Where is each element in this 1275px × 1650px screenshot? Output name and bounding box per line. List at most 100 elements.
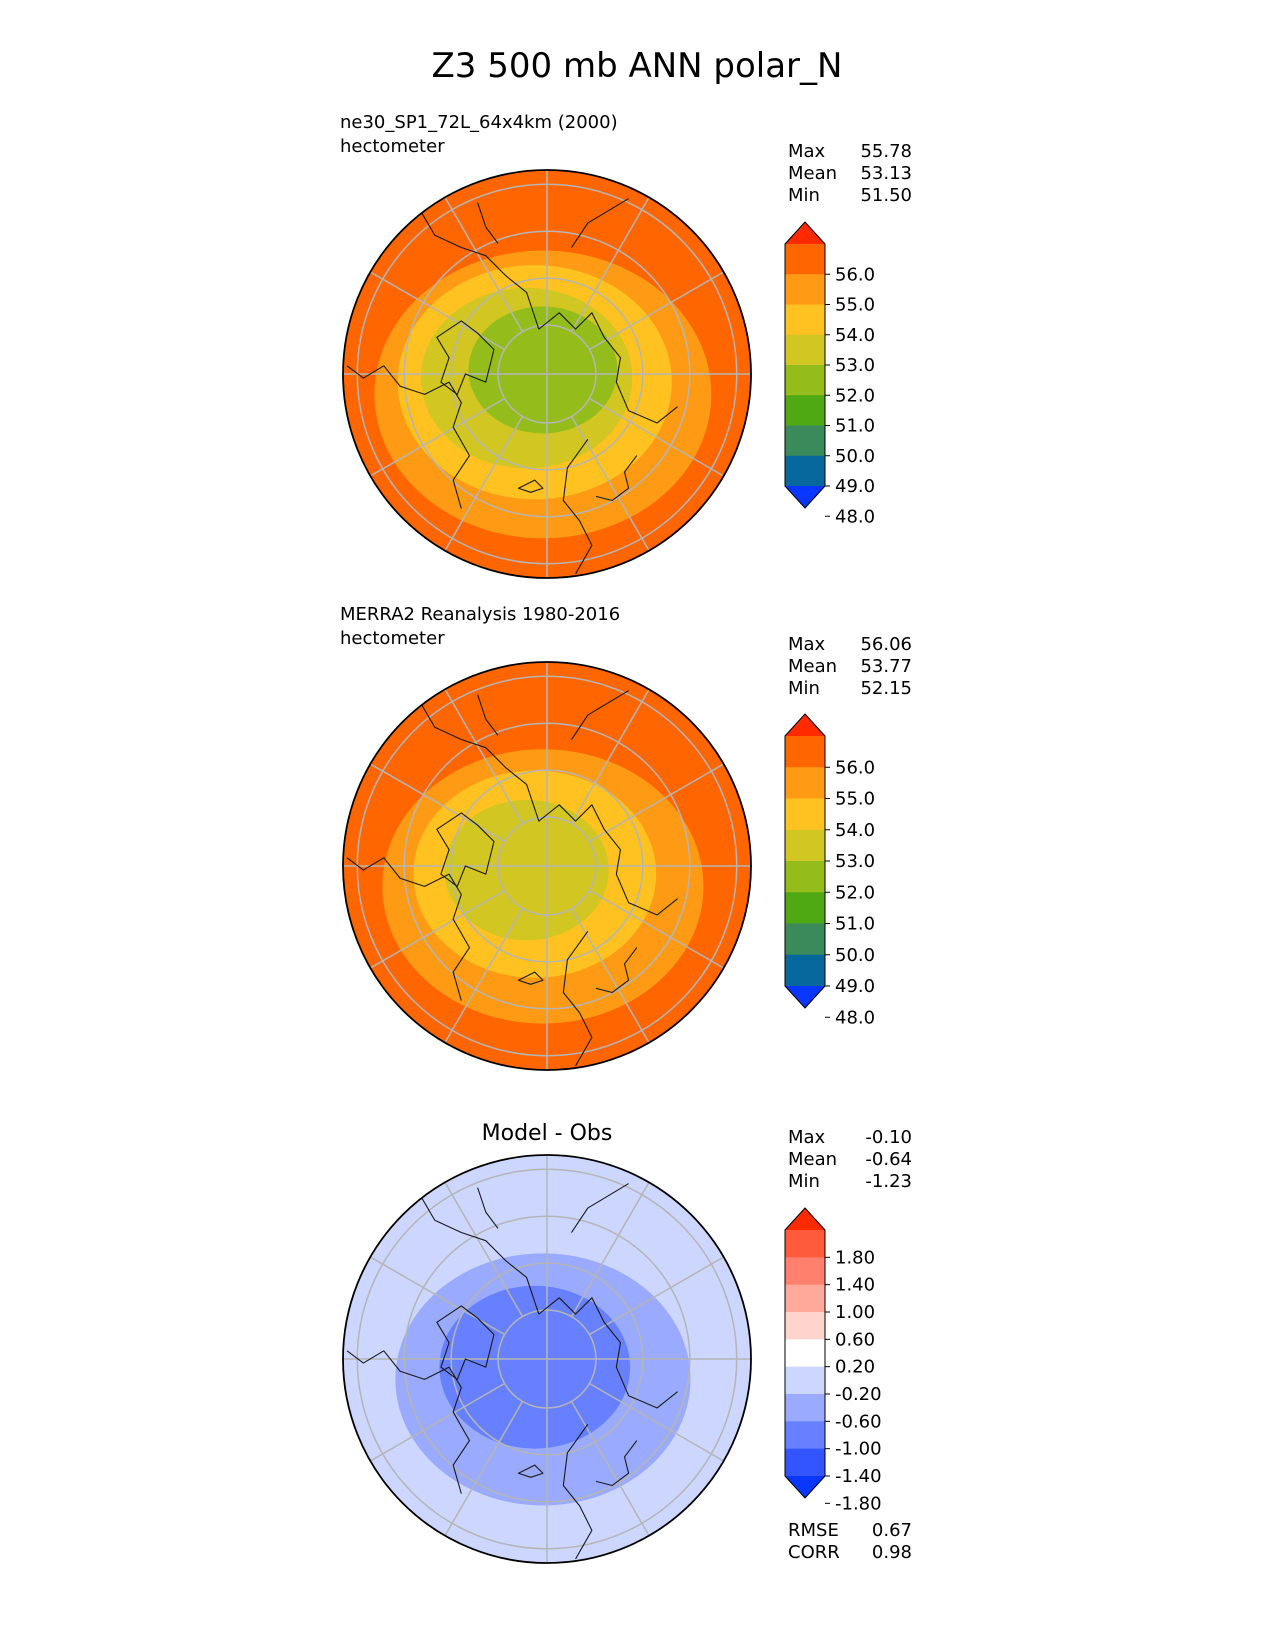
colorbar-tick-label: 55.0 — [835, 789, 875, 810]
meridian-line — [570, 908, 650, 1044]
coastline — [596, 456, 637, 501]
meridian-line — [369, 271, 505, 351]
colorbar-segment — [785, 425, 825, 457]
map-boundary — [342, 169, 752, 579]
colorbar-extend-max — [785, 222, 825, 244]
colorbar-segment — [785, 1448, 825, 1477]
coastline — [596, 1441, 637, 1486]
meridian-line — [570, 196, 650, 332]
panel-units: hectometer — [340, 628, 445, 649]
colorbar-segment — [785, 244, 825, 275]
metric-value: 0.98 — [872, 1542, 912, 1563]
coastline — [563, 1424, 592, 1559]
coastline — [571, 1184, 628, 1233]
meridian-line — [589, 271, 725, 351]
colorbar-tick-label: 54.0 — [835, 820, 875, 841]
colorbar-segment — [785, 1284, 825, 1313]
coastline — [518, 480, 542, 492]
colorbar-tick-label: 50.0 — [835, 945, 875, 966]
coastline — [563, 439, 592, 574]
colorbar: 56.0 55.0 54.0 53.0 52.0 51.0 50.0 49.0 48.0 — [784, 713, 875, 1028]
stat-value: 52.15 — [860, 678, 912, 699]
colorbar-tick-label: -0.60 — [835, 1411, 882, 1432]
coastline — [478, 203, 498, 244]
colorbar-tick-label: 53.0 — [835, 355, 875, 376]
colorbar-segment — [785, 798, 825, 831]
colorbar-segment — [785, 274, 825, 305]
colorbar-tick-label: 51.0 — [835, 416, 875, 437]
coastline — [563, 931, 592, 1066]
coastline — [347, 858, 469, 1001]
coastline — [596, 948, 637, 993]
colorbar-extend-min — [785, 1476, 825, 1498]
stat-value: 53.13 — [860, 163, 912, 184]
colorbar-segment — [785, 304, 825, 336]
meridian-line — [589, 763, 725, 843]
colorbar-tick-label: 54.0 — [835, 325, 875, 346]
meridian-line — [369, 889, 505, 969]
colorbar-extend-min — [785, 486, 825, 508]
colorbar-segment — [785, 365, 825, 396]
colorbar-tick-label: 50.0 — [835, 446, 875, 467]
panel-title: ne30_SP1_72L_64x4km (2000) — [340, 112, 618, 133]
colorbar-tick-label: -1.80 — [835, 1493, 882, 1514]
colorbar-segment — [785, 954, 825, 987]
colorbar-segment — [785, 829, 825, 862]
stat-label: Min — [788, 678, 820, 699]
stat-value: 51.50 — [860, 185, 912, 206]
meridian-line — [444, 196, 524, 332]
meridian-line — [570, 1401, 650, 1537]
colorbar-tick-label: 53.0 — [835, 851, 875, 872]
panel-title: MERRA2 Reanalysis 1980-2016 — [340, 604, 620, 625]
stat-value: 56.06 — [860, 634, 912, 655]
coastline — [437, 813, 494, 886]
metric-label: RMSE — [788, 1520, 839, 1541]
colorbar-segment — [785, 1257, 825, 1286]
stat-label: Min — [788, 185, 820, 206]
stat-label: Mean — [788, 163, 837, 184]
coastline — [518, 1465, 542, 1477]
colorbar-tick-label: -1.00 — [835, 1439, 882, 1460]
colorbar-tick-label: 52.0 — [835, 882, 875, 903]
meridian-line — [444, 688, 524, 824]
coastline — [421, 703, 678, 915]
colorbar-segment — [785, 1421, 825, 1450]
coastline — [347, 366, 469, 509]
coastline — [347, 1351, 469, 1494]
colorbar: 1.80 1.40 1.00 0.60 0.20 -0.20 -0.60 -1.00 -1.40… — [784, 1207, 882, 1514]
stat-label: Mean — [788, 1149, 837, 1170]
panel-2: MERRA2 Reanalysis 1980-2016 hectometer Max… — [340, 604, 912, 1071]
meridian-line — [444, 1181, 524, 1317]
meridian-line — [369, 1382, 505, 1462]
stat-value: -1.23 — [865, 1171, 912, 1192]
stat-value: -0.10 — [865, 1127, 912, 1148]
polar-map — [343, 170, 751, 578]
colorbar-tick-label: 0.60 — [835, 1329, 875, 1350]
panel-1: ne30_SP1_72L_64x4km (2000) hectometer Max 5… — [340, 112, 912, 579]
stat-label: Max — [788, 634, 826, 655]
colorbar-segment — [785, 395, 825, 426]
coastlines — [347, 691, 677, 1066]
stat-value: 55.78 — [860, 141, 912, 162]
colorbar-tick-label: 51.0 — [835, 914, 875, 935]
meridian-line — [589, 1256, 725, 1336]
contour-band — [444, 799, 609, 941]
meridian-line — [369, 763, 505, 843]
meridian-line — [570, 1181, 650, 1317]
colorbar-segment — [785, 767, 825, 799]
colorbar-tick-label: 49.0 — [835, 976, 875, 997]
colorbar-tick-label: 1.40 — [835, 1275, 875, 1296]
stat-label: Mean — [788, 656, 837, 677]
colorbar-segment — [785, 736, 825, 768]
meridian-line — [444, 1401, 524, 1537]
contour-band — [439, 1285, 631, 1449]
colorbar-segment — [785, 892, 825, 924]
colorbar-segment — [785, 1312, 825, 1340]
coastline — [421, 1196, 678, 1408]
coastline — [571, 199, 628, 248]
colorbar-tick-label: 48.0 — [835, 1007, 875, 1028]
graticule — [343, 662, 751, 1070]
coastline — [421, 211, 678, 423]
colorbar-segment — [785, 334, 825, 366]
